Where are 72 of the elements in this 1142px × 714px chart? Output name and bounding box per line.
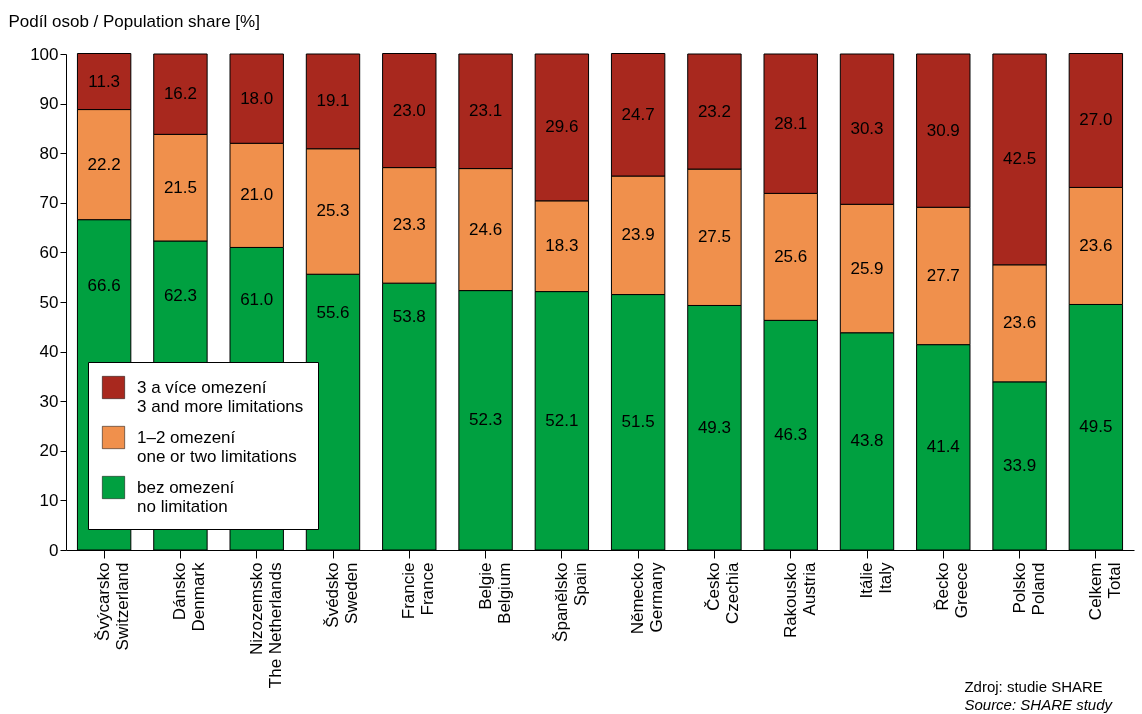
- y-tick-label: 60: [39, 242, 59, 262]
- data-label: 42.5: [1003, 149, 1037, 169]
- y-tick-label: 10: [39, 490, 59, 510]
- data-label: 23.1: [469, 101, 503, 121]
- y-tick-label: 90: [39, 94, 59, 114]
- data-label: 30.9: [926, 120, 960, 140]
- data-label: 23.3: [392, 215, 426, 235]
- x-tick-label: Česko Czechia: [704, 561, 743, 624]
- data-label: 18.3: [545, 236, 579, 256]
- legend-label: bez omezení no limitation: [137, 477, 235, 516]
- y-tick-label: 40: [39, 342, 59, 362]
- data-label: 24.6: [469, 219, 503, 239]
- data-label: 30.3: [850, 119, 884, 139]
- data-label: 11.3: [88, 71, 121, 91]
- data-label: 66.6: [87, 275, 121, 295]
- data-label: 43.8: [850, 431, 884, 451]
- data-label: 41.4: [926, 437, 960, 457]
- x-tick-label: Německo Germany: [628, 562, 667, 635]
- y-tick-label: 0: [49, 540, 59, 560]
- data-label: 18.0: [240, 88, 274, 108]
- data-label: 46.3: [774, 425, 808, 445]
- data-label: 21.5: [163, 177, 197, 197]
- data-label: 51.5: [621, 412, 655, 432]
- data-label: 49.3: [697, 417, 731, 437]
- data-label: 25.9: [850, 258, 884, 278]
- y-tick-label: 70: [39, 193, 59, 213]
- data-label: 25.3: [316, 201, 350, 221]
- data-label: 22.2: [87, 154, 121, 174]
- x-tick-label: Nizozemsko The Netherlands: [246, 562, 285, 689]
- y-tick-label: 80: [39, 143, 59, 163]
- x-tick-label: Řecko Greece: [933, 562, 972, 619]
- legend-label: 1–2 omezení one or two limitations: [137, 427, 297, 466]
- x-tick-label: Švédsko Sweden: [323, 562, 361, 628]
- data-label: 24.7: [621, 104, 655, 124]
- data-label: 21.0: [240, 185, 274, 205]
- x-tick-label: Polsko Poland: [1009, 562, 1048, 616]
- data-label: 29.6: [545, 117, 579, 137]
- x-tick-label: Belgie Belgium: [475, 562, 514, 624]
- x-tick-label: Francie France: [399, 562, 438, 620]
- y-tick-label: 50: [39, 292, 59, 312]
- data-label: 28.1: [774, 113, 808, 133]
- x-tick-label: Itálie Italy: [857, 562, 895, 599]
- data-label: 55.6: [316, 302, 350, 322]
- data-label: 23.6: [1003, 313, 1037, 333]
- data-label: 27.5: [697, 227, 731, 247]
- x-tick-label: Švýcarsko Switzerland: [94, 562, 133, 651]
- data-label: 27.0: [1079, 110, 1113, 130]
- x-tick-label: Dánsko Denmark: [170, 562, 209, 632]
- data-label: 62.3: [163, 286, 197, 306]
- data-label: 52.1: [545, 410, 579, 430]
- data-label: 53.8: [392, 307, 426, 327]
- data-label: 33.9: [1003, 455, 1037, 475]
- data-label: 16.2: [163, 84, 197, 104]
- y-tick-label: 20: [39, 441, 59, 461]
- data-label: 49.5: [1079, 417, 1113, 437]
- data-label: 23.6: [1079, 235, 1113, 255]
- data-label: 27.7: [926, 265, 960, 285]
- legend-label: 3 a více omezení 3 and more limitations: [137, 377, 304, 416]
- data-label: 19.1: [316, 91, 350, 111]
- data-label: 23.9: [621, 225, 655, 245]
- data-label: 61.0: [240, 289, 274, 309]
- text: Zdroj: studie SHARE Source: SHARE study: [964, 678, 1112, 714]
- data-label: 52.3: [469, 410, 503, 430]
- data-label: 25.6: [774, 246, 808, 266]
- data-label: 23.0: [392, 100, 426, 120]
- y-tick-label: 30: [39, 391, 59, 411]
- x-tick-label: Celkem Total: [1085, 562, 1124, 621]
- y-tick-label: 100: [30, 44, 59, 64]
- x-tick-label: Rakousko Austria: [780, 561, 819, 639]
- data-label: 23.2: [697, 101, 731, 121]
- y-axis-title: Podíl osob / Population share [%]: [8, 11, 260, 31]
- x-tick-label: Španělsko Spain: [551, 562, 590, 642]
